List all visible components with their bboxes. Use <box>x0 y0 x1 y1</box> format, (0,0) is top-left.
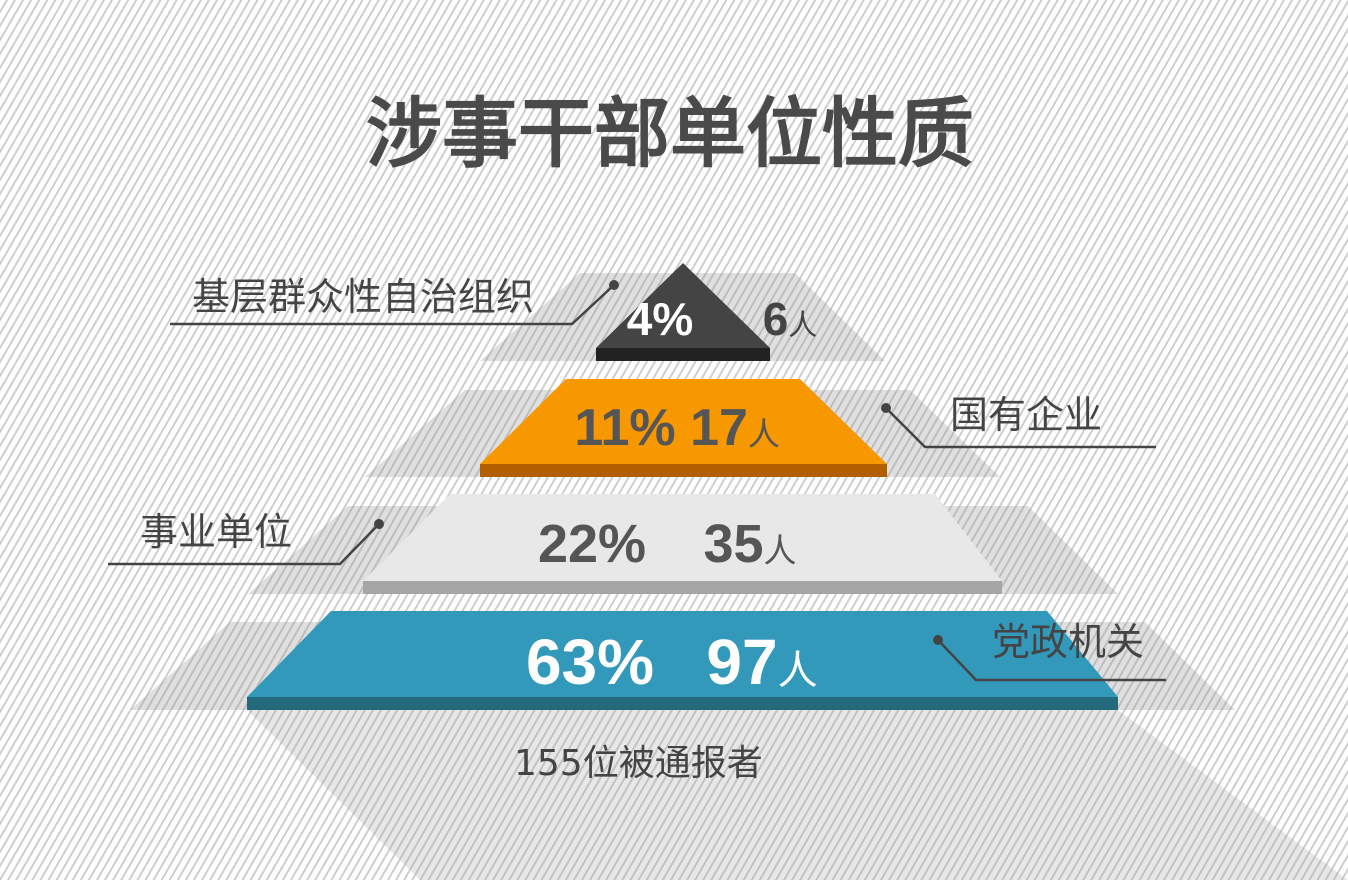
leader-line-3 <box>937 639 1166 682</box>
category-label-0: 基层群众性自治组织 <box>192 275 534 319</box>
leader-lines <box>108 284 1166 682</box>
leader-dot-1 <box>881 403 891 413</box>
leader-dot-3 <box>933 635 943 645</box>
percent-label-2: 22% <box>538 514 646 574</box>
count-label-1: 17人 <box>690 399 780 457</box>
percent-label-1: 11% <box>574 399 675 457</box>
count-unit-1: 人 <box>748 415 780 453</box>
leader-line-1 <box>885 407 1156 449</box>
category-label-3: 党政机关 <box>992 620 1144 664</box>
category-label-1: 国有企业 <box>950 393 1102 437</box>
leader-dots <box>374 280 943 645</box>
count-label-2: 35人 <box>703 514 796 574</box>
count-value-2: 35 <box>703 514 763 574</box>
level-body-0 <box>596 263 770 348</box>
leader-line-0 <box>170 284 615 326</box>
level-body-3 <box>247 611 1118 697</box>
level-band-1 <box>480 464 887 477</box>
count-label-0: 6人 <box>763 293 818 345</box>
leader-dot-0 <box>609 280 619 290</box>
level-band-0 <box>596 348 770 361</box>
count-unit-0: 人 <box>788 308 817 342</box>
leader-dot-2 <box>374 519 384 529</box>
count-value-3: 97 <box>706 626 777 698</box>
percent-label-3: 63% <box>526 626 654 698</box>
category-label-2: 事业单位 <box>140 510 292 554</box>
percent-label-0: 4% <box>627 293 693 345</box>
level-band-3 <box>247 697 1118 710</box>
base-shadow <box>247 710 1348 880</box>
level-body-2 <box>363 494 1002 581</box>
level-body-1 <box>480 379 887 464</box>
count-label-3: 97人 <box>706 626 817 698</box>
count-value-1: 17 <box>690 399 748 457</box>
count-unit-3: 人 <box>778 648 818 694</box>
count-unit-2: 人 <box>764 531 797 570</box>
footer-total: 155位被通报者 <box>514 743 763 784</box>
leader-line-2 <box>108 523 380 566</box>
level-band-2 <box>363 581 1002 594</box>
chart-title: 涉事干部单位性质 <box>366 89 974 178</box>
count-value-0: 6 <box>763 293 789 345</box>
